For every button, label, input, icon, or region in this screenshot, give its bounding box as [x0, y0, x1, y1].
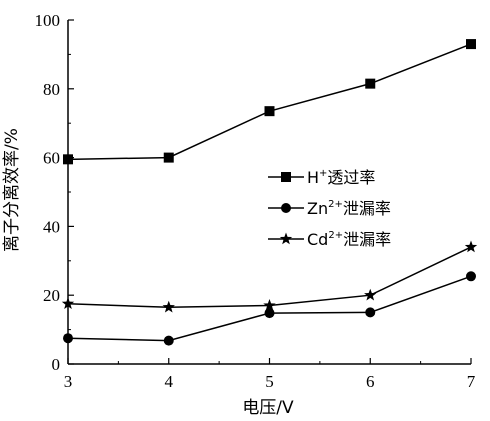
legend-marker-star	[279, 232, 293, 245]
legend-entry: H+透过率	[307, 168, 375, 187]
data-point-star	[263, 299, 276, 311]
data-point-circle	[466, 271, 476, 282]
legend-marker-square	[281, 172, 291, 182]
data-point-star	[464, 240, 478, 253]
data-point-square	[466, 39, 476, 50]
series-lines	[67, 43, 472, 342]
y-tick-label: 40	[43, 217, 60, 236]
y-tick-label: 100	[35, 11, 61, 30]
data-point-circle	[163, 335, 174, 346]
y-axis-label: 离子分离效率/%	[2, 128, 22, 252]
legend: H+透过率 Zn2+泄漏率 Cd2+泄漏率	[268, 168, 391, 249]
x-tick-label: 3	[64, 372, 73, 391]
x-tick-label: 7	[467, 372, 476, 391]
x-axis-label: 电压/V	[242, 398, 294, 418]
data-point-square	[365, 78, 376, 89]
data-point-star	[61, 297, 75, 310]
x-tick-label: 6	[366, 372, 375, 391]
tick-marks	[67, 19, 472, 365]
y-tick-label: 80	[43, 80, 60, 99]
x-tick-label: 4	[165, 372, 174, 391]
y-tick-label: 0	[52, 355, 61, 374]
data-point-square	[63, 154, 73, 165]
series-line-1	[67, 43, 472, 161]
series-markers	[61, 39, 478, 346]
y-tick-label: 60	[43, 149, 60, 168]
legend-entry: Zn2+泄漏率	[307, 199, 391, 218]
data-point-square	[163, 152, 174, 163]
data-point-square	[264, 106, 275, 117]
tick-labels: 0 20 40 60 80 100 3 4 5 6 7	[35, 11, 476, 391]
data-point-circle	[365, 307, 376, 318]
legend-entry: Cd2+泄漏率	[307, 230, 391, 249]
data-point-star	[364, 288, 377, 301]
data-point-star	[162, 300, 175, 313]
y-tick-label: 20	[43, 286, 60, 305]
x-tick-label: 5	[265, 372, 274, 391]
data-point-circle	[63, 333, 73, 344]
legend-marker-circle	[281, 203, 291, 213]
data-point-circle	[264, 308, 275, 319]
